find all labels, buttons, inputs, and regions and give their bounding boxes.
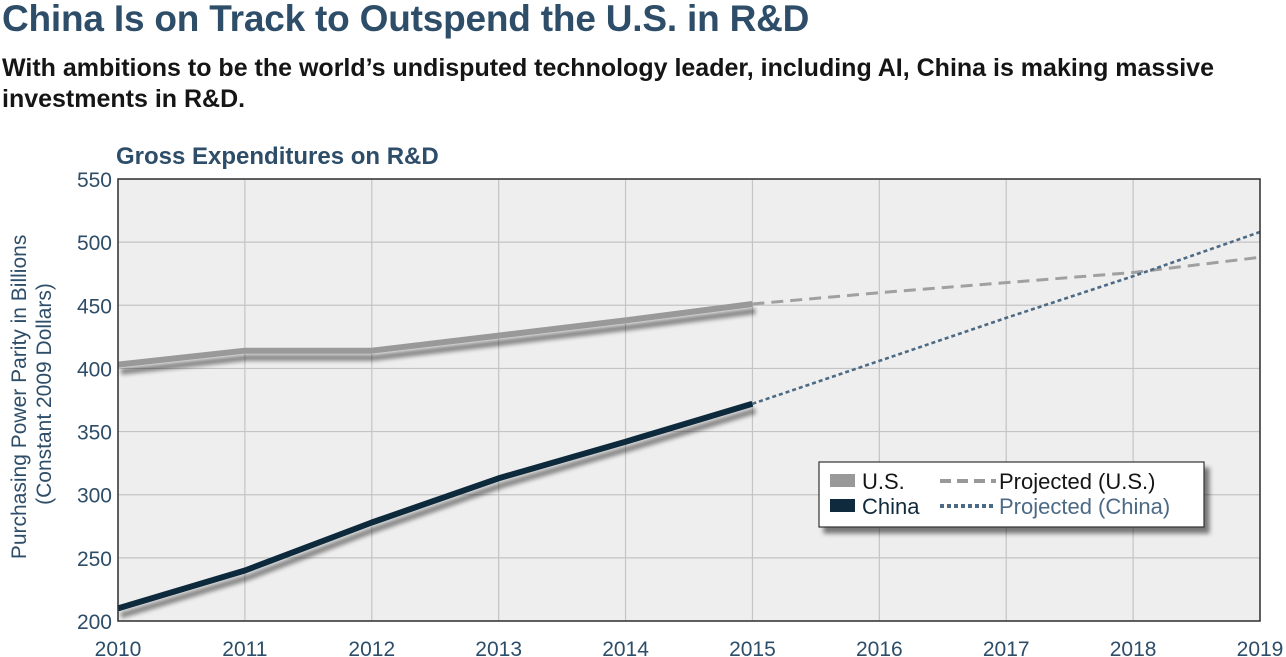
series-line-china [117, 400, 754, 612]
x-tick-label: 2013 [475, 638, 522, 657]
x-tick-label: 2012 [348, 638, 395, 657]
x-tick-label: 2010 [95, 638, 142, 657]
y-axis-label-line-1: Purchasing Power Parity in Billions [8, 235, 31, 559]
legend-swatch-us [830, 474, 855, 487]
y-axis-ticks: 200 250 300 350 400 450 500 550 [77, 169, 112, 634]
y-tick-label: 400 [77, 358, 112, 381]
page-title: China Is on Track to Outspend the U.S. i… [2, 0, 810, 39]
y-tick-label: 300 [77, 485, 112, 508]
x-tick-label: 2019 [1237, 638, 1284, 657]
legend-label-china: China [862, 494, 920, 519]
legend: U.S. China Projected (U.S.) Projected (C… [818, 461, 1205, 528]
series-line-projected-u-s [752, 255, 1261, 306]
series-line-u-s [117, 301, 753, 368]
y-tick-label: 250 [77, 548, 112, 571]
y-tick-label: 550 [77, 169, 112, 192]
x-tick-label: 2018 [1110, 638, 1157, 657]
x-tick-label: 2016 [856, 638, 903, 657]
page-subtitle: With ambitions to be the world’s undispu… [2, 54, 1214, 113]
y-axis-label: Purchasing Power Parity in Billions (Con… [8, 229, 56, 559]
legend-swatch-china [830, 499, 855, 512]
series-line-projected-china [751, 230, 1261, 406]
x-tick-label: 2011 [222, 638, 267, 657]
x-tick-label: 2017 [983, 638, 1030, 657]
x-axis-ticks: 2010 2011 2012 2013 2014 2015 2016 2017 2018 2019 [95, 638, 1284, 657]
chart-title: Gross Expenditures on R&D [116, 143, 439, 170]
y-axis-label-line-2: (Constant 2009 Dollars) [33, 283, 56, 505]
y-tick-label: 450 [77, 295, 112, 318]
legend-label-projected-china: Projected (China) [999, 494, 1170, 519]
series-group [117, 230, 1261, 612]
y-tick-label: 500 [77, 232, 112, 255]
x-tick-label: 2014 [602, 638, 649, 657]
legend-box [818, 461, 1205, 528]
legend-label-projected-us: Projected (U.S.) [999, 469, 1156, 494]
x-tick-label: 2015 [729, 638, 776, 657]
y-tick-label: 350 [77, 422, 112, 445]
y-tick-label: 200 [77, 611, 112, 634]
legend-label-us: U.S. [862, 469, 905, 494]
plot-border [117, 178, 1261, 622]
